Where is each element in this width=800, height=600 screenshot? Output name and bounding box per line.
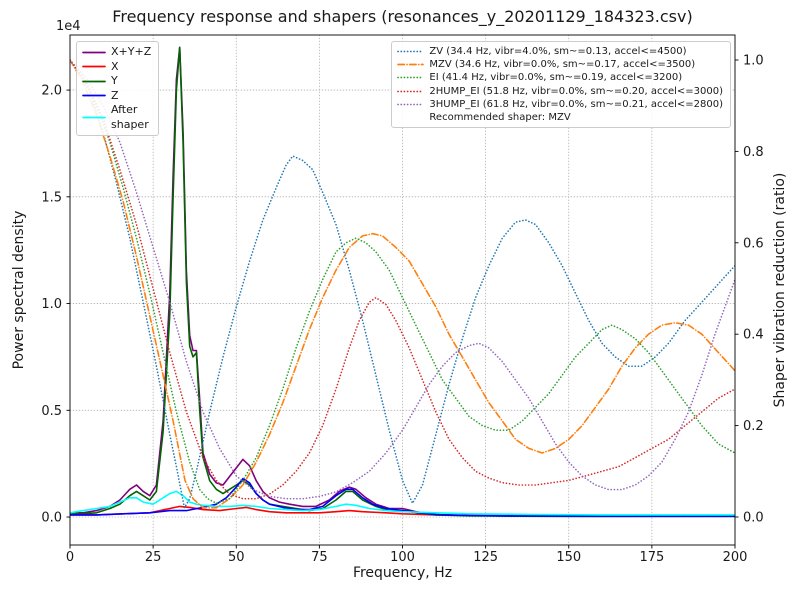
y-right-tick-label: 0.0 <box>743 511 764 526</box>
legend-line-sample <box>397 90 425 93</box>
legend-item: EI (41.4 Hz, vibr=0.0%, sm~=0.19, accel<… <box>397 71 723 84</box>
legend-label: Y <box>111 74 118 88</box>
series-hump2_ei <box>70 59 735 500</box>
y-right-tick-label: 0.6 <box>743 236 764 251</box>
x-tick-label: 0 <box>66 550 74 565</box>
legend-label: Z <box>111 88 119 102</box>
series-hump3_ei <box>70 59 735 500</box>
series-ei <box>70 59 735 505</box>
legend-line-sample <box>82 80 106 83</box>
legend-line-sample <box>397 50 425 53</box>
recommended-shaper-note: Recommended shaper: MZV <box>429 111 571 123</box>
legend-label: X <box>111 59 119 73</box>
x-tick-label: 175 <box>639 550 664 565</box>
legend-label: X+Y+Z <box>111 45 152 58</box>
y-left-tick-label: 2.0 <box>41 84 62 99</box>
left-axis-offset-text: 1e4 <box>56 19 81 34</box>
legend-line-sample <box>82 51 106 54</box>
series-after_shaper <box>70 490 735 516</box>
x-tick-label: 125 <box>473 550 498 565</box>
legend-line-sample <box>82 116 106 119</box>
legend-sample-spacer <box>397 112 424 123</box>
legend-item: 3HUMP_EI (61.8 Hz, vibr=0.0%, sm~=0.21, … <box>397 98 723 111</box>
legend-shapers: ZV (34.4 Hz, vibr=4.0%, sm~=0.13, accel<… <box>391 41 731 129</box>
series-xyz <box>70 46 735 518</box>
y-left-tick-label: 1.5 <box>41 190 62 205</box>
legend-line-sample <box>397 77 425 79</box>
x-tick-label: 200 <box>723 550 748 565</box>
y-right-tick-label: 0.2 <box>743 419 764 434</box>
legend-line-sample <box>397 103 425 106</box>
legend-label: After shaper <box>111 103 149 131</box>
x-tick-label: 75 <box>311 550 328 565</box>
x-tick-label: 25 <box>145 550 162 565</box>
legend-line-sample <box>397 63 425 66</box>
series-mzv <box>70 59 735 509</box>
y-right-tick-label: 0.8 <box>743 145 764 160</box>
legend-line-sample <box>82 65 106 68</box>
legend-label: 3HUMP_EI (61.8 Hz, vibr=0.0%, sm~=0.21, … <box>429 98 723 110</box>
legend-item: MZV (34.6 Hz, vibr=0.0%, sm~=0.17, accel… <box>397 58 723 71</box>
chart-title: Frequency response and shapers (resonanc… <box>112 7 693 26</box>
y-right-tick-label: 0.4 <box>743 328 764 343</box>
legend-label: 2HUMP_EI (51.8 Hz, vibr=0.0%, sm~=0.20, … <box>429 85 723 97</box>
tick-marks <box>66 59 739 549</box>
x-tick-label: 50 <box>228 550 245 565</box>
tick-labels: 0 25 50 75 100 125 150 175 200 0.0 0.5 1.0 1.5 2.0 0.0… <box>41 54 763 565</box>
legend-label: MZV (34.6 Hz, vibr=0.0%, sm~=0.17, accel… <box>429 59 696 71</box>
legend-line-sample <box>82 94 106 97</box>
legend-item: After shaper <box>82 103 151 132</box>
y-right-tick-label: 1.0 <box>743 54 764 69</box>
series-zv <box>70 59 735 509</box>
x-tick-label: 150 <box>556 550 581 565</box>
legend-item: X <box>82 60 151 75</box>
legend-item: Z <box>82 89 151 104</box>
series-group <box>70 46 735 518</box>
x-tick-label: 100 <box>390 550 415 565</box>
legend-item: 2HUMP_EI (51.8 Hz, vibr=0.0%, sm~=0.20, … <box>397 85 723 98</box>
legend-label: EI (41.4 Hz, vibr=0.0%, sm~=0.19, accel<… <box>429 72 683 84</box>
legend-item: Y <box>82 74 151 89</box>
y-left-tick-label: 1.0 <box>41 297 62 312</box>
legend-psd: X+Y+Z X Y Z After shaper <box>76 41 160 137</box>
y-left-tick-label: 0.5 <box>41 404 62 419</box>
y-left-tick-label: 0.0 <box>41 511 62 526</box>
legend-note-row: Recommended shaper: MZV <box>397 111 723 124</box>
legend-item: ZV (34.4 Hz, vibr=4.0%, sm~=0.13, accel<… <box>397 45 723 58</box>
legend-item: X+Y+Z <box>82 45 151 60</box>
x-axis-label: Frequency, Hz <box>352 565 453 581</box>
legend-label: ZV (34.4 Hz, vibr=4.0%, sm~=0.13, accel<… <box>429 46 687 57</box>
